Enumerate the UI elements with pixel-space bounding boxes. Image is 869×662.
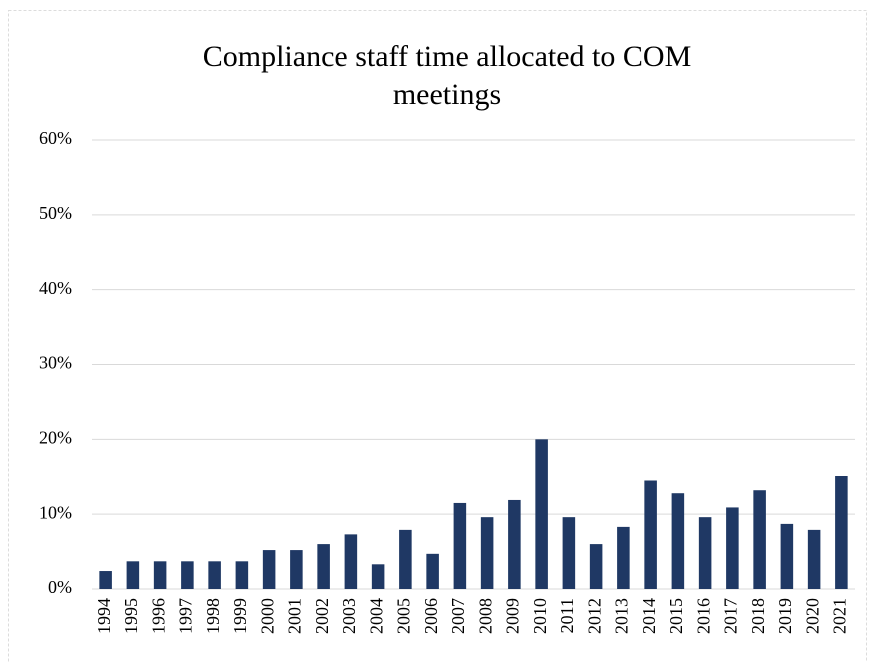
bar: [589, 544, 603, 589]
bar: [235, 561, 249, 589]
bar: [344, 534, 358, 589]
bar: [671, 493, 685, 589]
bar: [371, 564, 385, 589]
y-tick-label: 60%: [39, 128, 72, 148]
x-tick-label: 1999: [230, 598, 250, 634]
bar: [208, 561, 221, 589]
bar: [644, 480, 657, 589]
y-tick-label: 40%: [39, 278, 72, 298]
x-tick-label: 1997: [176, 598, 196, 634]
bar: [480, 517, 494, 589]
x-tick-label: 2010: [530, 598, 550, 634]
x-tick-label: 1998: [203, 598, 223, 634]
x-tick-label: 1995: [121, 598, 141, 634]
bar: [535, 439, 548, 589]
bar: [181, 561, 194, 589]
x-tick-label: 2000: [257, 598, 277, 634]
x-tick-label: 2007: [448, 598, 468, 634]
bar: [726, 507, 739, 589]
bar: [780, 523, 794, 589]
x-tick-label: 2016: [693, 598, 713, 634]
bar: [153, 561, 167, 589]
x-tick-label: 2006: [421, 598, 441, 634]
bar: [262, 550, 276, 589]
x-tick-label: 2003: [339, 598, 359, 634]
x-tick-label: 2014: [639, 598, 659, 634]
bar: [99, 571, 112, 589]
bar: [126, 561, 140, 589]
y-tick-label: 20%: [39, 427, 72, 447]
chart-title: Compliance staff time allocated to COM m…: [202, 40, 692, 111]
bar: [317, 544, 330, 589]
bar: [807, 529, 821, 589]
x-tick-label: 2009: [503, 598, 523, 634]
x-tick-label: 2018: [748, 598, 768, 634]
x-tick-label: 2013: [612, 598, 632, 634]
bar: [453, 502, 467, 589]
x-tick-label: 2001: [285, 598, 305, 634]
x-tick-label: 2020: [802, 598, 822, 634]
y-tick-label: 50%: [39, 203, 72, 223]
y-tick-label: 10%: [39, 502, 72, 522]
x-tick-label: 2005: [394, 598, 414, 634]
bar: [698, 517, 712, 589]
bar: [290, 550, 303, 589]
chart-border: [8, 10, 867, 662]
y-tick-label: 0%: [48, 577, 72, 597]
bar: [562, 517, 576, 589]
bar: [399, 529, 412, 589]
x-tick-label: 2012: [584, 598, 604, 634]
x-tick-label: 2015: [666, 598, 686, 634]
x-tick-label: 2004: [366, 598, 386, 634]
bar: [753, 490, 766, 589]
x-tick-label: 2002: [312, 598, 332, 634]
x-tick-label: 2008: [475, 598, 495, 634]
x-tick-label: 2011: [557, 598, 577, 633]
y-tick-label: 30%: [39, 353, 72, 373]
x-tick-label: 2021: [830, 598, 850, 634]
x-tick-label: 1996: [148, 598, 168, 634]
bar: [835, 476, 848, 589]
bar: [426, 553, 439, 589]
x-tick-label: 1994: [94, 598, 114, 634]
x-tick-label: 2019: [775, 598, 795, 634]
bar: [617, 526, 630, 589]
x-tick-label: 2017: [721, 598, 741, 634]
bar: [508, 499, 521, 589]
